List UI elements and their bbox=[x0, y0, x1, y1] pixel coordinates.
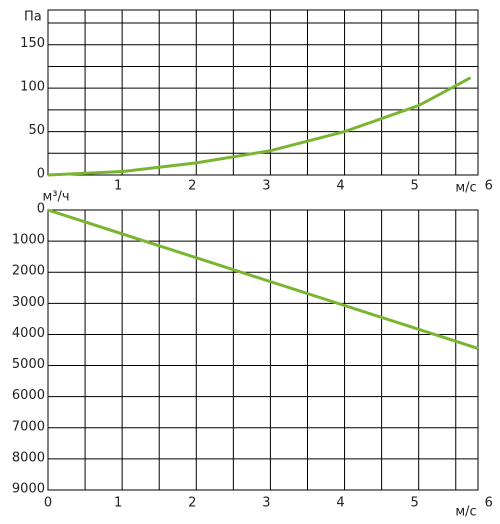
y-axis-label: Па bbox=[24, 10, 42, 25]
plot-frame bbox=[47, 9, 479, 176]
x-tick-label: 3 bbox=[262, 179, 270, 194]
y-axis-label: м³/ч bbox=[42, 190, 69, 205]
y-tick-label: 150 bbox=[20, 36, 45, 51]
y-tick-label: 4000 bbox=[12, 326, 45, 341]
x-tick-label: 0 bbox=[44, 496, 52, 511]
x-tick-label: 6 bbox=[485, 179, 493, 194]
y-tick-label: 0 bbox=[37, 202, 45, 217]
x-tick-label: 3 bbox=[262, 496, 270, 511]
x-tick-label: 2 bbox=[188, 179, 196, 194]
y-tick-label: 6000 bbox=[12, 388, 45, 403]
y-tick-label: 100 bbox=[20, 80, 45, 95]
x-tick-label: 1 bbox=[114, 496, 122, 511]
x-axis-label: м/с bbox=[455, 181, 476, 196]
plot-frame bbox=[47, 209, 479, 491]
y-tick-label: 7000 bbox=[12, 419, 45, 434]
x-tick-label: 4 bbox=[336, 179, 344, 194]
y-tick-label: 3000 bbox=[12, 295, 45, 310]
x-tick-label: 1 bbox=[114, 179, 122, 194]
y-tick-label: 8000 bbox=[12, 450, 45, 465]
y-tick-label: 5000 bbox=[12, 357, 45, 372]
x-tick-label: 5 bbox=[411, 179, 419, 194]
x-tick-label: 4 bbox=[336, 496, 344, 511]
x-tick-label: 6 bbox=[485, 496, 493, 511]
y-tick-label: 0 bbox=[37, 167, 45, 182]
data-line bbox=[47, 76, 472, 177]
x-axis-label: м/с bbox=[455, 505, 476, 520]
y-tick-label: 2000 bbox=[12, 264, 45, 279]
y-tick-label: 50 bbox=[28, 123, 45, 138]
data-line bbox=[47, 208, 479, 350]
y-tick-label: 1000 bbox=[12, 233, 45, 248]
x-tick-label: 2 bbox=[188, 496, 196, 511]
y-tick-label: 9000 bbox=[12, 482, 45, 497]
x-tick-label: 5 bbox=[411, 496, 419, 511]
